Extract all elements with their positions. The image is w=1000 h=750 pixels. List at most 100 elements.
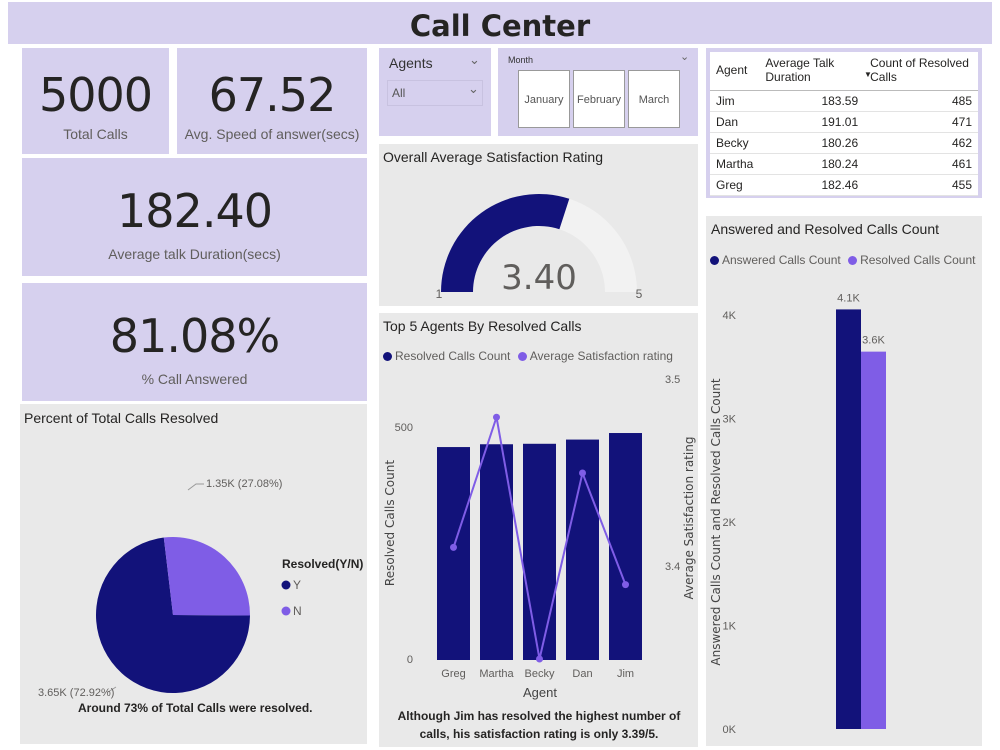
kpi-avg-talk-value: 182.40 [117,184,273,238]
kpi-pct-answered-label: % Call Answered [141,371,248,387]
month-button-february[interactable]: February [573,70,625,128]
answered-resolved-title: Answered and Resolved Calls Count [711,221,940,237]
table-row: Becky 180.26 462 [710,132,978,154]
table-row: Dan 191.01 471 [710,111,978,133]
cell-agent: Becky [710,132,760,154]
agents-slicer: Agents ⌄ All ⌄ [379,48,491,136]
cell-resolved: 471 [864,111,978,133]
cell-avg-talk: 180.26 [759,132,865,154]
satisfaction-point-jim [622,581,629,589]
cell-avg-talk: 183.59 [759,90,865,112]
legend-dot-resolved-count [848,256,858,265]
answered-resolved-chart: Answered Calls Count and Resolved Calls … [709,292,886,736]
kpi-total-calls-label: Total Calls [63,126,128,142]
agents-slicer-title: Agents [389,55,433,71]
kpi-total-calls-value: 5000 [38,68,153,122]
x-tick-becky: Becky [525,668,555,680]
x-tick-greg: Greg [441,668,465,680]
ar-y-tick: 1K [723,621,737,633]
col-agent[interactable]: Agent [710,52,760,91]
cell-resolved: 461 [864,153,978,175]
legend-dot-answered [710,256,719,265]
gauge-title: Overall Average Satisfaction Rating [383,149,603,165]
pie-legend-title: Resolved(Y/N) [282,557,363,571]
cell-avg-talk: 191.01 [759,111,865,133]
pie-label-y: 3.65K (72.92%) [38,687,114,699]
ar-y-tick: 2K [723,517,737,529]
table-row: Greg 182.46 455 [710,174,978,196]
satisfaction-point-dan [579,469,586,477]
bar-jim [609,433,642,660]
kpi-avg-talk: 182.40 Average talk Duration(secs) [22,158,367,276]
x-tick-jim: Jim [617,668,634,680]
month-chevron-icon[interactable]: ⌄ [680,51,690,63]
ar-y-tick: 0K [723,724,737,736]
gauge-chart: 3.40 1 5 [436,193,643,301]
page-title-bar: Call Center [8,2,992,44]
cell-avg-talk: 182.46 [759,174,865,196]
cell-agent: Jim [710,90,760,112]
ar-y-tick: 3K [723,414,737,426]
cell-avg-talk: 180.24 [759,153,865,175]
month-button-march[interactable]: March [628,70,680,128]
pie-leader-y [107,686,117,693]
month-button-january[interactable]: January [518,70,570,128]
month-slicer-title: Month [508,55,534,65]
pie-caption: Around 73% of Total Calls were resolved. [78,701,313,715]
legend-dot-satisfaction [517,352,527,361]
gauge-max-label: 5 [636,287,643,301]
pie-title: Percent of Total Calls Resolved [24,410,219,426]
col-resolved[interactable]: Count of Resolved Calls [864,52,978,91]
pie-panel: Percent of Total Calls Resolved 1.35K (2… [20,404,367,744]
y2-tick-3-4: 3.4 [665,561,680,573]
legend-resolved: Resolved Calls Count [395,349,511,363]
cell-agent: Dan [710,111,760,133]
ar-y-axis-label: Answered Calls Count and Resolved Calls … [709,378,723,665]
pie-slice-y[interactable] [95,537,250,693]
agents-dropdown[interactable]: All ⌄ [387,80,483,106]
bar-becky [523,443,556,660]
agents-dropdown-value: All [392,86,406,100]
answered-resolved-legend: Answered Calls Count Resolved Calls Coun… [710,253,975,267]
y-axis-label: Resolved Calls Count [383,460,397,586]
cell-agent: Greg [710,174,760,196]
y-tick-500: 500 [395,422,413,434]
kpi-pct-answered: 81.08% % Call Answered [22,283,367,401]
kpi-avg-talk-label: Average talk Duration(secs) [108,246,281,262]
pie-legend-y: Y [293,578,301,592]
table-row: Jim 183.59 485 [710,90,978,112]
y-tick-0: 0 [407,654,413,666]
answered-resolved-panel: Answered and Resolved Calls Count Answer… [706,216,982,746]
gauge-value: 3.40 [501,258,577,298]
agent-table: Agent Average Talk Duration Count of Res… [710,52,978,196]
x-axis-label: Agent [523,685,557,700]
page-title: Call Center [409,9,591,43]
bar-greg [437,447,470,660]
x-tick-martha: Martha [479,668,514,680]
top-agents-chart: 500 0 3.5 3.4 Resolved Calls Count Avera… [383,374,696,700]
top-agents-title: Top 5 Agents By Resolved Calls [383,318,582,334]
satisfaction-point-becky [536,655,543,663]
cell-resolved: 485 [864,90,978,112]
gauge-min-label: 1 [436,287,443,301]
pie-slice-n[interactable] [163,537,250,616]
satisfaction-point-greg [450,543,457,551]
legend-marker-n [281,606,291,616]
top-agents-legend: Resolved Calls Count Average Satisfactio… [383,349,673,363]
col-avg-talk[interactable]: Average Talk Duration [759,52,865,91]
bar-resolved-calls-count [861,351,886,729]
legend-answered: Answered Calls Count [722,253,841,267]
cell-resolved: 462 [864,132,978,154]
pie-label-n: 1.35K (27.08%) [206,478,282,490]
kpi-total-calls: 5000 Total Calls [22,48,169,154]
top-agents-caption: Although Jim has resolved the highest nu… [397,709,681,741]
ar-y-tick: 4K [723,310,737,322]
kpi-avg-speed-label: Avg. Speed of answer(secs) [184,126,360,142]
kpi-avg-speed-value: 67.52 [208,68,337,122]
sort-desc-icon[interactable]: ▼ [864,70,872,79]
agent-table-panel: Agent Average Talk Duration Count of Res… [706,48,982,198]
legend-marker-y [281,580,291,590]
pie-legend-n: N [293,604,302,618]
legend-dot-resolved [383,352,392,361]
chevron-down-icon[interactable]: ⌄ [469,52,480,67]
